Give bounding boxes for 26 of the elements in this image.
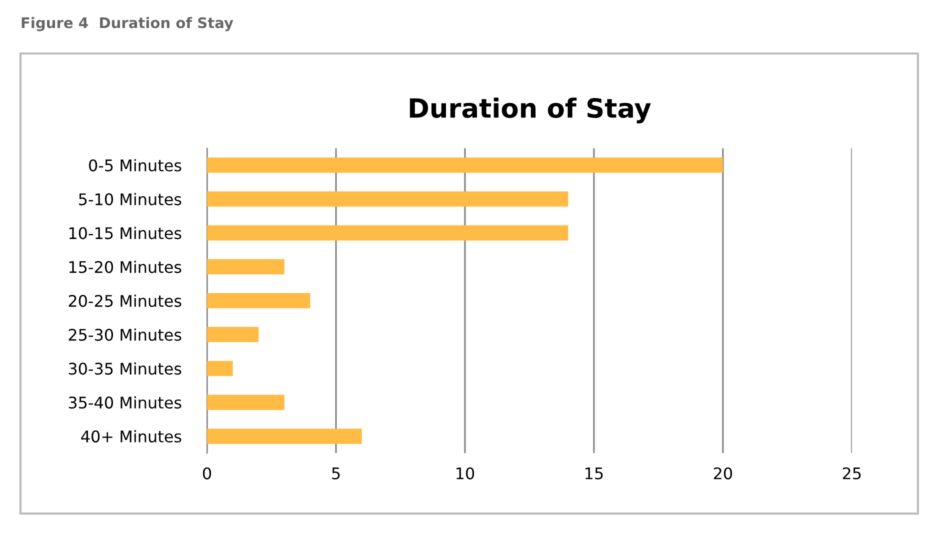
y-tick-label: 10-15 Minutes (69, 226, 182, 240)
bar (207, 259, 284, 274)
y-tick-label: 25-30 Minutes (68, 328, 182, 341)
x-tick-label: 5 (332, 468, 340, 480)
bar (207, 428, 362, 444)
y-tick-label: 5-10 Minutes (79, 192, 182, 206)
x-tick-label: 20 (714, 467, 732, 480)
x-tick-label: 15 (586, 468, 603, 480)
x-tick-label: 25 (842, 467, 861, 480)
y-tick-label: 15-20 Minutes (69, 260, 182, 274)
y-tick-label: 35-40 Minutes (68, 396, 182, 409)
bar (207, 326, 259, 342)
bar (207, 394, 284, 410)
x-tick-label: 0 (202, 467, 212, 480)
y-tick-label: 40+ Minutes (81, 430, 182, 442)
bar (207, 225, 568, 241)
x-tick-label: 10 (456, 467, 474, 480)
caption: Figure 4 Duration of Stay (22, 16, 234, 32)
bar (207, 360, 233, 376)
y-tick-label: 0-5 Minutes (89, 159, 182, 172)
chart-title: Duration of Stay (410, 98, 651, 124)
y-tick-label: 30-35 Minutes (68, 362, 182, 375)
bar (207, 191, 568, 207)
y-tick-label: 20-25 Minutes (68, 294, 182, 307)
bar (207, 158, 723, 173)
bar (207, 293, 310, 308)
